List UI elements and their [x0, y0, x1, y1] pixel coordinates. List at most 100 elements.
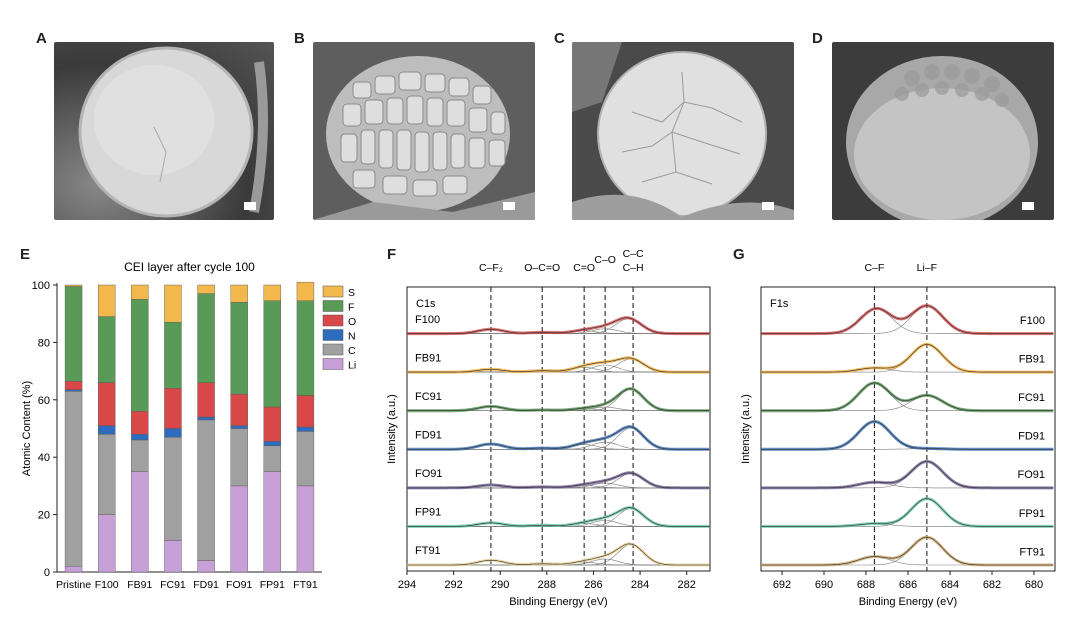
bar-FB91-N [131, 434, 149, 441]
xps-c1s-component-FP91-1 [407, 524, 710, 527]
bar-FD91-O [197, 382, 215, 418]
xps-c1s-xtick-label-6: 282 [678, 579, 696, 591]
xps-c1s-component-FT91-0 [407, 559, 710, 566]
xps-f1s-frame [760, 286, 1056, 572]
xps-c1s-fit-FP91 [407, 507, 710, 527]
xps-f1s-component-FB91-0 [761, 367, 1054, 373]
chart-e-xtick-label-2: FB91 [127, 579, 152, 591]
chart-e-ytick-label-4: 80 [38, 337, 50, 349]
bar-FO91-C [230, 428, 248, 487]
xps-c1s-xtick-label-0: 294 [398, 579, 416, 591]
xps-f1s-component-FT91-0 [761, 556, 1054, 566]
sem-b-drawing [313, 56, 535, 220]
xps-c1s-component-FC91-1 [407, 409, 710, 411]
xps-c1s-fit-FO91 [407, 472, 710, 489]
xps-c1s-component-FC91-4 [407, 388, 710, 411]
bar-FP91-Li [263, 471, 282, 573]
bar-FD91-Li [197, 560, 215, 573]
xps-f1s-component-FD91-0 [761, 421, 1054, 450]
xps-f1s-component-FB91-1 [761, 344, 1054, 373]
xps-c1s-component-FD91-4 [407, 427, 710, 450]
bar-FC91-O [164, 388, 182, 429]
panel-label-g: G [733, 246, 745, 263]
xps-c1s-component-F100-2 [407, 330, 710, 334]
xps-c1s-series-label-FD91: FD91 [415, 429, 442, 441]
xps-c1s-fit-FB91 [407, 357, 710, 373]
bar-Pristine-Li [64, 566, 83, 573]
chart-e-xtick-label-1: F100 [95, 579, 119, 591]
xps-c1s-component-FD91-2 [407, 444, 710, 450]
chart-e-xtick-label-6: FP91 [260, 579, 285, 591]
bar-F100-S [97, 284, 116, 317]
bar-FD91-F [197, 293, 215, 383]
bar-FB91-O [131, 411, 149, 435]
xps-f1s-component-FO91-0 [761, 482, 1054, 489]
xps-c1s-component-F100-4 [407, 318, 710, 334]
xps-c1s-xtick-label-5: 284 [631, 579, 649, 591]
xps-c1s-refline-label-4-1: C–H [623, 262, 644, 274]
xps-c1s-component-FT91-3 [407, 558, 710, 566]
sem-c-drawing [572, 42, 794, 220]
panel-label-f: F [387, 246, 397, 263]
xps-f1s-fit-FT91 [761, 536, 1054, 566]
bar-FT91-C [296, 431, 315, 487]
bar-FT91-S [296, 281, 315, 301]
xps-f1s-xtick-label-6: 680 [1025, 579, 1043, 591]
bar-FC91-C [164, 436, 182, 541]
xps-c1s-xtick-label-4: 286 [584, 579, 602, 591]
xps-c1s-refline-label-2: C=O [573, 262, 595, 274]
xps-f1s-component-FC91-1 [761, 395, 1054, 411]
legend-label-Li: Li [348, 360, 356, 372]
xps-f1s-component-FO91-1 [761, 461, 1054, 489]
xps-c1s-component-FB91-1 [407, 370, 710, 373]
xps-c1s-component-FC91-0 [407, 406, 710, 411]
xps-f1s-series-label-FT91: FT91 [1019, 546, 1045, 558]
xps-c1s-component-FD91-1 [407, 447, 710, 450]
xps-f1s-component-FT91-1 [761, 536, 1054, 566]
bar-FT91-O [296, 395, 315, 428]
xps-f1s-fit-FD91 [761, 421, 1054, 450]
bar-FO91-O [230, 393, 248, 426]
panel-label-c: C [554, 30, 565, 47]
xps-c1s-xtick-label-1: 292 [444, 579, 462, 591]
xps-f1s-component-F100-1 [761, 305, 1054, 334]
xps-c1s-component-FO91-2 [407, 485, 710, 489]
xps-c1s-spectrum-FC91 [407, 387, 710, 413]
xps-f1s-fit-F100 [761, 305, 1054, 334]
xps-c1s-xtick-label-3: 288 [538, 579, 556, 591]
xps-f1s-xtick-label-5: 682 [983, 579, 1001, 591]
panel-label-d: D [812, 30, 823, 47]
xps-f1s-fit-FC91 [761, 382, 1054, 411]
xps-f1s-fit-FO91 [761, 461, 1054, 489]
bar-FP91-S [263, 284, 282, 301]
scale-bar [1022, 202, 1034, 210]
legend-label-S: S [348, 287, 355, 299]
bar-FD91-N [197, 416, 215, 421]
panel-label-b: B [294, 30, 305, 47]
chart-e-xtick-label-3: FC91 [160, 579, 186, 591]
bar-FC91-S [164, 284, 182, 323]
xps-f1s-spectrum-F100 [761, 304, 1054, 336]
xps-c1s-component-FD91-3 [407, 441, 710, 450]
xps-c1s-spectrum-FP91 [407, 506, 710, 528]
xps-c1s-component-FB91-0 [407, 369, 710, 373]
xps-f1s-fit-FB91 [761, 344, 1054, 373]
xps-f1s-fit-FP91 [761, 498, 1054, 527]
xps-c1s-component-FO91-4 [407, 473, 710, 489]
scale-bar [244, 202, 256, 210]
xps-f1s-component-FC91-0 [761, 382, 1054, 411]
xps-c1s-component-FO91-1 [407, 486, 710, 489]
xps-c1s-component-FT91-2 [407, 561, 710, 566]
xps-c1s-series-label-FT91: FT91 [415, 545, 441, 557]
xps-c1s-component-FO91-0 [407, 484, 710, 489]
xps-c1s-series-label-FO91: FO91 [415, 468, 443, 480]
bar-Pristine-C [64, 390, 83, 567]
bar-FC91-F [164, 322, 182, 389]
xps-f1s-ylabel: Intensity (a.u.) [740, 394, 752, 464]
xps-f1s-xtick-label-3: 686 [899, 579, 917, 591]
xps-c1s-refline-label-0: C–F₂ [479, 262, 503, 274]
xps-c1s-component-F100-1 [407, 332, 710, 334]
chart-e-ytick-label-3: 60 [38, 395, 50, 407]
xps-f1s-spectrum-FD91 [761, 419, 1054, 451]
xps-c1s-fit-FD91 [407, 426, 710, 450]
